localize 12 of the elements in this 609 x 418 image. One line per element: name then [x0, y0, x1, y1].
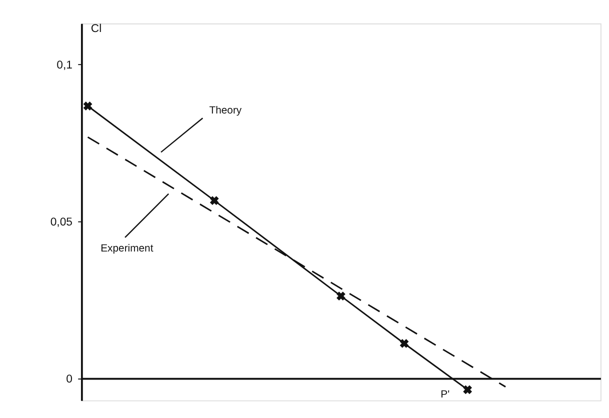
y-tick-label: 0 — [66, 374, 72, 386]
y-tick-label: 0,05 — [50, 216, 72, 229]
point — [336, 292, 346, 300]
annotation: P' — [440, 390, 450, 401]
point — [463, 385, 472, 394]
point — [400, 339, 409, 348]
annotation: Experiment — [100, 244, 154, 255]
y-axis-title: Cl — [90, 22, 102, 35]
annotation: Theory — [209, 105, 242, 116]
point — [210, 196, 219, 206]
point — [83, 102, 92, 110]
y-tick-label: 0,1 — [56, 59, 72, 72]
